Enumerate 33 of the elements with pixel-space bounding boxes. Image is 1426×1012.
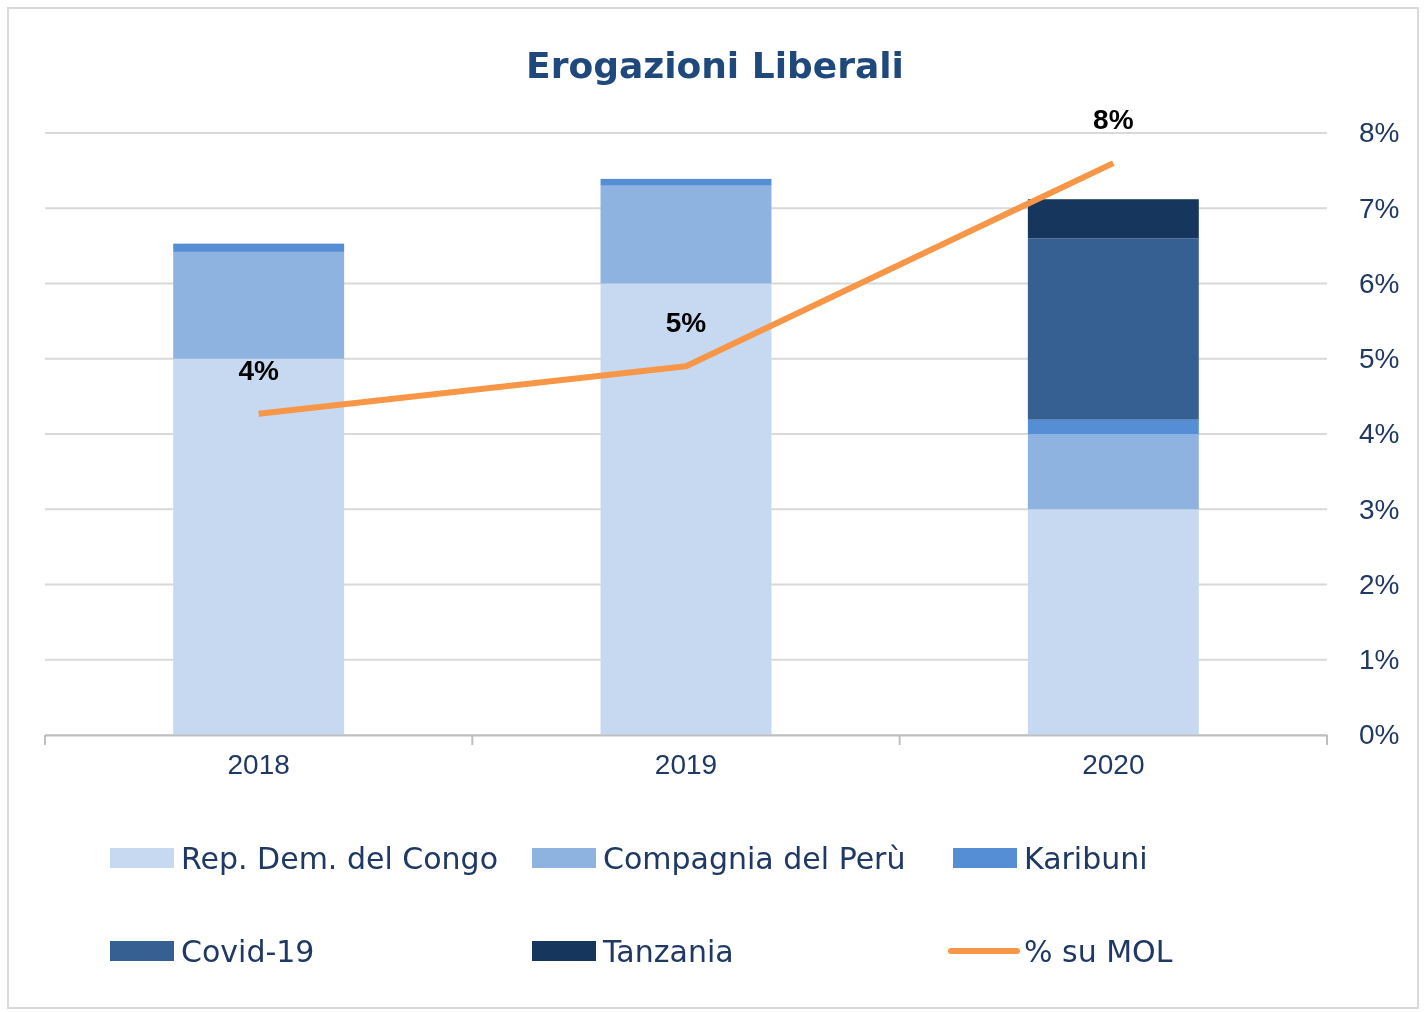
bar	[1027, 238, 1199, 420]
legend-label: % su MOL	[1024, 934, 1173, 969]
data-label: 4%	[238, 354, 279, 386]
bar	[173, 358, 345, 735]
legend-label: Rep. Dem. del Congo	[181, 841, 499, 876]
data-label: 5%	[665, 307, 707, 339]
bar	[600, 185, 772, 284]
bar	[600, 283, 772, 735]
legend-label: Compagnia del Perù	[603, 841, 906, 876]
y2-tick-label: 5%	[1359, 343, 1400, 375]
x-tick-label: 2019	[654, 749, 718, 781]
bar	[173, 251, 345, 359]
bar	[173, 243, 345, 252]
y2-tick-label: 6%	[1359, 267, 1400, 299]
y2-tick-label: 3%	[1359, 493, 1400, 525]
data-label: 8%	[1093, 104, 1134, 136]
chart-title: Erogazioni Liberali	[526, 45, 904, 86]
y2-tick-label: 1%	[1359, 644, 1400, 676]
x-tick-label: 2018	[227, 749, 290, 781]
y2-tick-label: 7%	[1359, 192, 1400, 224]
x-tick-label: 2020	[1082, 749, 1145, 781]
y2-tick-label: 2%	[1359, 568, 1400, 600]
legend-label: Tanzania	[602, 934, 734, 969]
y2-tick-label: 8%	[1359, 117, 1400, 149]
y2-tick-label: 0%	[1359, 719, 1400, 751]
y2-tick-label: 4%	[1359, 418, 1400, 450]
bar	[1027, 419, 1199, 434]
bar	[1027, 199, 1199, 239]
legend-label: Karibuni	[1024, 841, 1148, 876]
bar	[1027, 434, 1199, 510]
bar	[600, 178, 772, 186]
bar	[1027, 509, 1199, 735]
legend-label: Covid-19	[181, 934, 315, 969]
